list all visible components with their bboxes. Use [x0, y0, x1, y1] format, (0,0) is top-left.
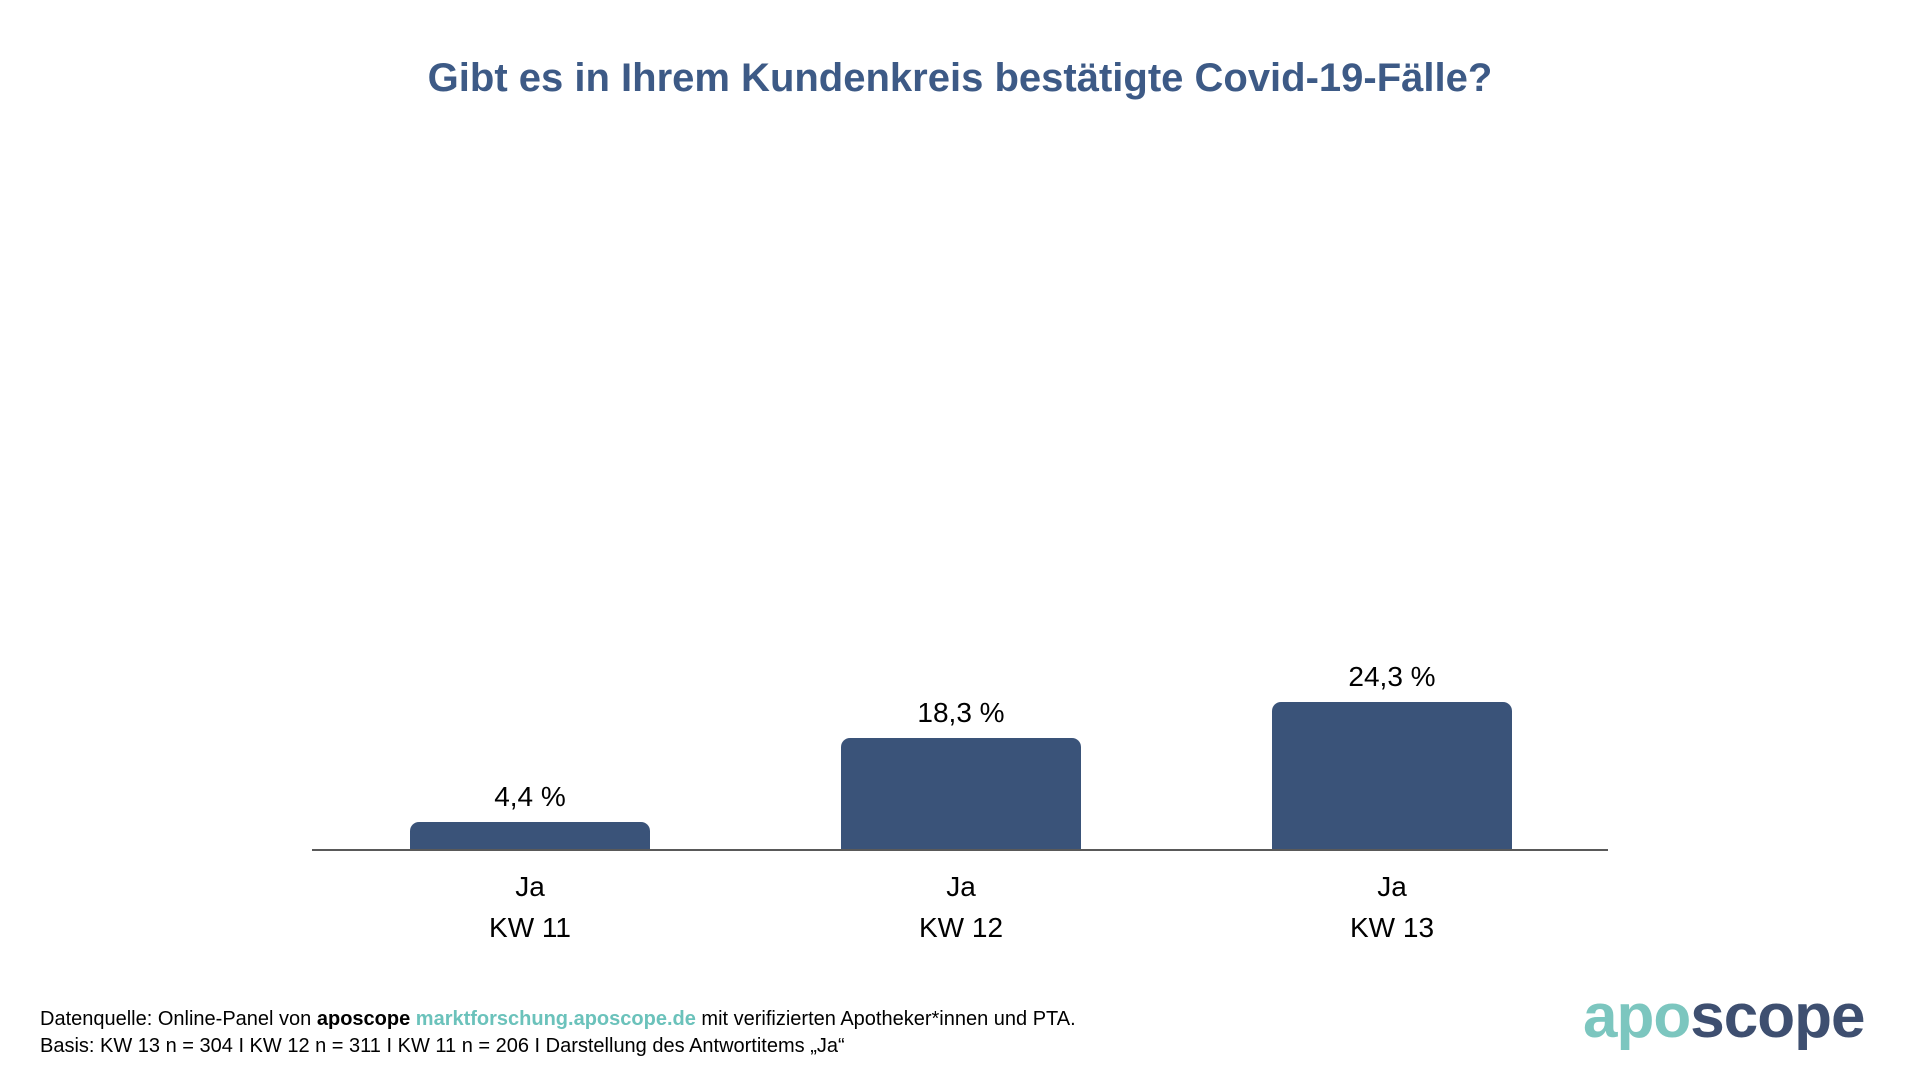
- source-link[interactable]: marktforschung.aposcope.de: [415, 1008, 696, 1030]
- value-label-kw12: 18,3 %: [917, 697, 1005, 728]
- basis-line: Basis: KW 13 n = 304 I KW 12 n = 311 I K…: [40, 1035, 845, 1057]
- bar-kw13: [1272, 702, 1512, 849]
- answer-label-kw13: Ja: [1377, 871, 1407, 902]
- value-label-kw13: 24,3 %: [1348, 661, 1436, 692]
- logo-part-scope: scope: [1690, 982, 1865, 1051]
- source-prefix: Datenquelle: Online-Panel von: [40, 1008, 312, 1030]
- bar-kw11: [410, 822, 650, 849]
- footer: Datenquelle: Online-Panel von aposcope m…: [40, 1006, 1076, 1060]
- data-source-line: Datenquelle: Online-Panel von aposcope m…: [40, 1006, 1076, 1033]
- bar-column-kw12: 18,3 %: [841, 697, 1081, 849]
- bar-kw12: [841, 738, 1081, 849]
- logo-part-apo: apo: [1583, 982, 1691, 1051]
- answer-label-kw11: Ja: [515, 871, 545, 902]
- aposcope-logo: aposcope: [1583, 986, 1865, 1048]
- source-brand: aposcope: [316, 1008, 411, 1030]
- source-suffix: mit verifizierten Apotheker*innen und PT…: [701, 1008, 1076, 1030]
- x-axis-line: [312, 849, 1608, 851]
- category-label-kw11: KW 11: [489, 912, 571, 943]
- category-label-kw13: KW 13: [1349, 912, 1435, 943]
- category-label-kw12: KW 12: [918, 912, 1004, 943]
- bar-column-kw11: 4,4 %: [410, 781, 650, 849]
- chart-title: Gibt es in Ihrem Kundenkreis bestätigte …: [427, 56, 1493, 100]
- answer-label-kw12: Ja: [946, 871, 976, 902]
- bar-column-kw13: 24,3 %: [1272, 661, 1512, 849]
- value-label-kw11: 4,4 %: [494, 781, 566, 812]
